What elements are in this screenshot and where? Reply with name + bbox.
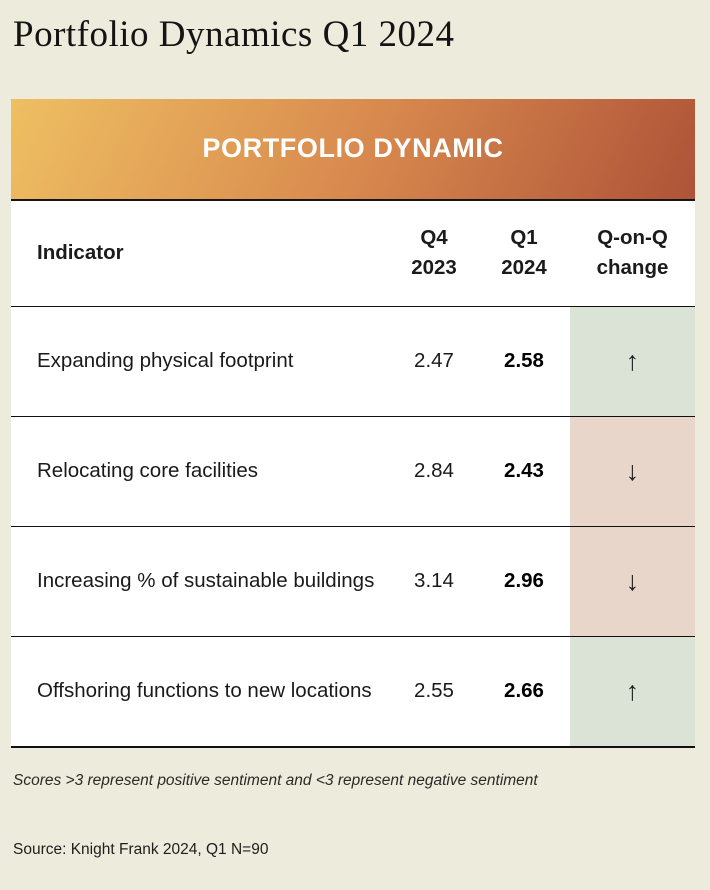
q4-value: 2.47 [414,349,454,373]
portfolio-dynamic-table: Indicator Q4 2023 Q1 2024 Q-on-Q change … [11,200,695,748]
indicator-cell: Relocating core facilities [37,459,259,483]
banner-label: PORTFOLIO DYNAMIC [202,133,504,164]
table-header-row: Indicator Q4 2023 Q1 2024 Q-on-Q change [11,201,695,307]
change-header-line2: change [596,256,669,280]
table-row: Offshoring functions to new locations 2.… [11,636,695,748]
qonq-change-cell: ↓ [570,416,695,526]
indicator-cell: Offshoring functions to new locations [37,679,372,703]
qonq-change-cell: ↑ [570,636,695,746]
indicator-cell: Increasing % of sustainable buildings [37,569,375,593]
indicator-cell: Expanding physical footprint [37,349,294,373]
q1-header-line2: 2024 [501,256,547,280]
column-header-q4-2023: Q4 2023 [390,223,478,282]
q4-header-line1: Q4 [420,226,448,250]
arrow-up-icon: ↑ [625,345,640,376]
q4-value: 2.55 [414,679,454,703]
page-title: Portfolio Dynamics Q1 2024 [13,14,455,55]
q1-value: 2.58 [504,349,544,373]
arrow-down-icon: ↓ [625,455,640,486]
q4-value: 2.84 [414,459,454,483]
portfolio-dynamic-banner: PORTFOLIO DYNAMIC [11,98,695,201]
qonq-change-cell: ↓ [570,526,695,636]
q1-value: 2.96 [504,569,544,593]
source-attribution: Source: Knight Frank 2024, Q1 N=90 [13,840,269,858]
q1-header-line1: Q1 [510,226,538,250]
q4-value: 3.14 [414,569,454,593]
arrow-up-icon: ↑ [625,675,640,706]
change-header-line1: Q-on-Q [597,226,668,250]
column-header-indicator: Indicator [37,241,124,265]
q4-header-line2: 2023 [411,256,457,280]
table-row: Expanding physical footprint 2.47 2.58 ↑ [11,306,695,417]
q1-value: 2.66 [504,679,544,703]
column-header-qonq-change: Q-on-Q change [570,223,695,282]
column-header-q1-2024: Q1 2024 [478,223,570,282]
table-row: Relocating core facilities 2.84 2.43 ↓ [11,416,695,527]
arrow-down-icon: ↓ [625,565,640,596]
q1-value: 2.43 [504,459,544,483]
scores-footnote: Scores >3 represent positive sentiment a… [13,771,538,789]
table-row: Increasing % of sustainable buildings 3.… [11,526,695,637]
qonq-change-cell: ↑ [570,306,695,416]
